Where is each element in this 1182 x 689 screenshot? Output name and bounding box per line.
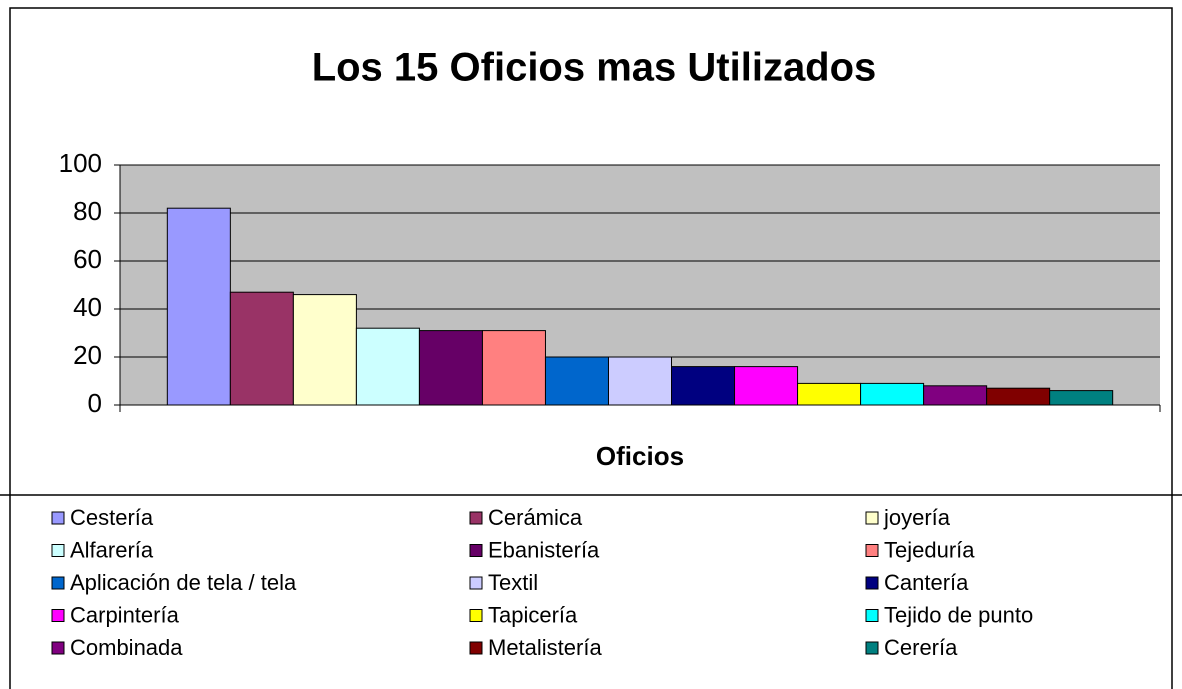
legend-swatch [865,544,879,557]
legend-label: Carpintería [70,602,180,627]
legend-swatch [51,544,65,557]
bar [1049,390,1114,406]
bar [797,382,862,406]
bar [734,366,799,406]
y-tick-label: 40 [73,292,102,322]
legend-label: Cerámica [488,505,583,530]
bar [544,356,609,406]
legend-label: Aplicación de tela / tela [70,570,297,595]
legend-swatch [865,641,879,655]
legend-label: Cerería [884,635,958,660]
bar [860,382,925,406]
y-tick-label: 20 [73,340,102,370]
legend-swatch [865,511,879,525]
y-tick-label: 80 [73,196,102,226]
legend-swatch [51,511,65,525]
legend-label: Cestería [70,505,154,530]
bar [671,366,736,406]
bar [166,207,231,406]
bar [418,330,483,406]
bar [481,330,546,406]
legend-label: Textil [488,570,538,595]
legend-swatch [865,576,879,590]
bar [923,385,988,406]
y-tick-label: 60 [73,244,102,274]
legend-swatch [865,609,879,622]
chart-title: Los 15 Oficios mas Utilizados [312,46,877,90]
legend-swatch [51,641,65,655]
bar [355,327,420,406]
legend-label: joyería [883,505,951,530]
bar [229,291,294,406]
legend-swatch [469,609,483,622]
bar [607,356,673,406]
legend-label: Alfarería [70,537,154,562]
legend-swatch [469,576,483,590]
legend-swatch [469,511,483,525]
bar [986,387,1051,406]
x-axis-label: Oficios [596,441,684,471]
legend-label: Combinada [70,635,183,660]
y-tick-label: 0 [88,388,102,418]
y-tick-label: 100 [59,148,102,178]
legend-label: Cantería [884,570,969,595]
legend-label: Tejeduría [884,537,975,562]
legend-swatch [469,544,483,557]
legend-label: Tejido de punto [884,602,1033,627]
bar [292,294,357,406]
legend-label: Metalistería [488,635,602,660]
legend-label: Tapicería [488,602,578,627]
legend-swatch [51,609,65,622]
legend-swatch [51,576,65,590]
legend-label: Ebanistería [488,537,600,562]
legend-swatch [469,641,483,655]
